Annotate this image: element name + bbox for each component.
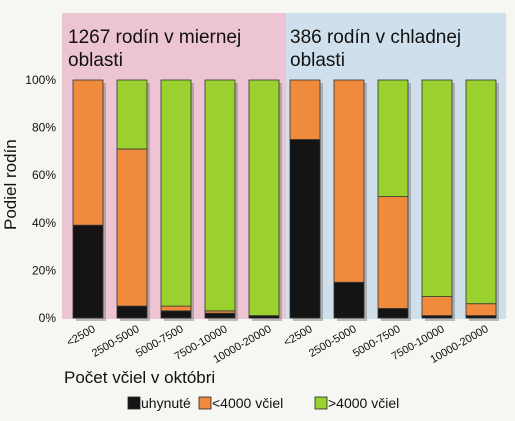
panel-title-cold-line1: 386 rodín v chladnej <box>290 27 461 48</box>
y-tick-label: 0% <box>39 311 57 325</box>
bars <box>72 79 499 321</box>
x-axis-title: Počet včiel v októbri <box>64 368 215 387</box>
y-tick-label: 100% <box>25 73 56 87</box>
bar-segment-small <box>116 148 148 307</box>
panel-title-cold-line2: oblasti <box>290 50 345 71</box>
legend: uhynuté <4000 včiel >4000 včiel <box>127 395 399 411</box>
bar-segment-uhynute <box>116 305 148 319</box>
x-tick-label: 2500-5000 <box>90 323 142 360</box>
panel-title-temperate-line2: oblasti <box>68 50 123 71</box>
y-axis-ticks: 0% 20% 40% 60% 80% 100% <box>25 73 56 325</box>
y-tick-label: 60% <box>32 168 56 182</box>
bar-segment-large <box>377 79 409 198</box>
bar-segment-small <box>289 79 321 140</box>
bar-segment-large <box>248 79 280 317</box>
bar-segment-large <box>465 79 497 305</box>
legend-label-large: >4000 včiel <box>328 395 399 411</box>
bar-segment-large <box>116 79 148 150</box>
bar-segment-small <box>333 79 365 283</box>
bar-segment-large <box>421 79 453 297</box>
legend-swatch-small <box>198 396 212 410</box>
bar-segment-uhynute <box>72 224 104 319</box>
y-tick-label: 80% <box>32 121 56 135</box>
bar-segment-uhynute <box>333 281 365 319</box>
legend-label-small: <4000 včiel <box>212 395 283 411</box>
y-tick-label: 20% <box>32 263 56 277</box>
panel-title-temperate-line1: 1267 rodín v miernej <box>68 27 241 48</box>
legend-label-uhynute: uhynuté <box>141 395 191 411</box>
bar-segment-small <box>72 79 104 226</box>
bar-segment-large <box>204 79 236 312</box>
bar-segment-uhynute <box>160 310 192 319</box>
bar-segment-small <box>160 305 192 312</box>
y-tick-label: 40% <box>32 216 56 230</box>
x-tick-label: <2500 <box>282 323 315 349</box>
bar-segment-small <box>377 196 409 309</box>
x-tick-label: 2500-5000 <box>307 323 359 360</box>
x-tick-label: <2500 <box>65 323 98 349</box>
x-axis-ticks: <25002500-50005000-75007500-1000010000-2… <box>65 323 491 366</box>
bar-segment-large <box>160 79 192 307</box>
bar-segment-small <box>421 296 453 317</box>
legend-swatch-large <box>314 396 328 410</box>
bar-segment-uhynute <box>204 312 236 319</box>
bar-segment-uhynute <box>289 139 321 319</box>
legend-swatch-uhynute <box>127 396 141 410</box>
bar-segment-small <box>465 303 497 317</box>
y-axis-title: Podiel rodín <box>1 139 20 230</box>
bar-segment-uhynute <box>377 308 409 319</box>
